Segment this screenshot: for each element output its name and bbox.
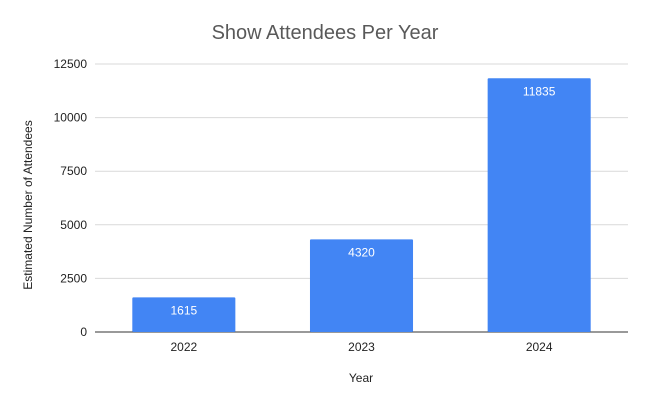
- y-tick-label: 5000: [60, 218, 87, 232]
- bar-data-label: 4320: [348, 245, 375, 259]
- bar-data-label: 1615: [170, 303, 197, 317]
- y-tick-label: 12500: [54, 57, 88, 71]
- bar-data-label: 11835: [523, 84, 556, 98]
- x-tick-label: 2022: [170, 340, 197, 354]
- x-tick-label: 2023: [348, 340, 375, 354]
- y-axis-title: Estimated Number of Attendees: [21, 120, 35, 289]
- x-axis-ticks: 2022 2023 2024: [170, 340, 552, 354]
- y-tick-label: 7500: [60, 164, 87, 178]
- bar: [309, 239, 414, 332]
- chart-title: Show Attendees Per Year: [212, 22, 439, 44]
- y-tick-label: 0: [80, 325, 87, 339]
- bar: [487, 78, 591, 332]
- y-axis-ticks: 0 2500 5000 7500 10000 12500: [54, 57, 88, 339]
- x-axis-title: Year: [349, 371, 373, 385]
- x-tick-label: 2024: [526, 340, 553, 354]
- y-tick-label: 10000: [54, 111, 88, 125]
- bar: [132, 297, 236, 332]
- y-tick-label: 2500: [60, 271, 87, 285]
- bars: 1615 4320 11835: [132, 78, 591, 332]
